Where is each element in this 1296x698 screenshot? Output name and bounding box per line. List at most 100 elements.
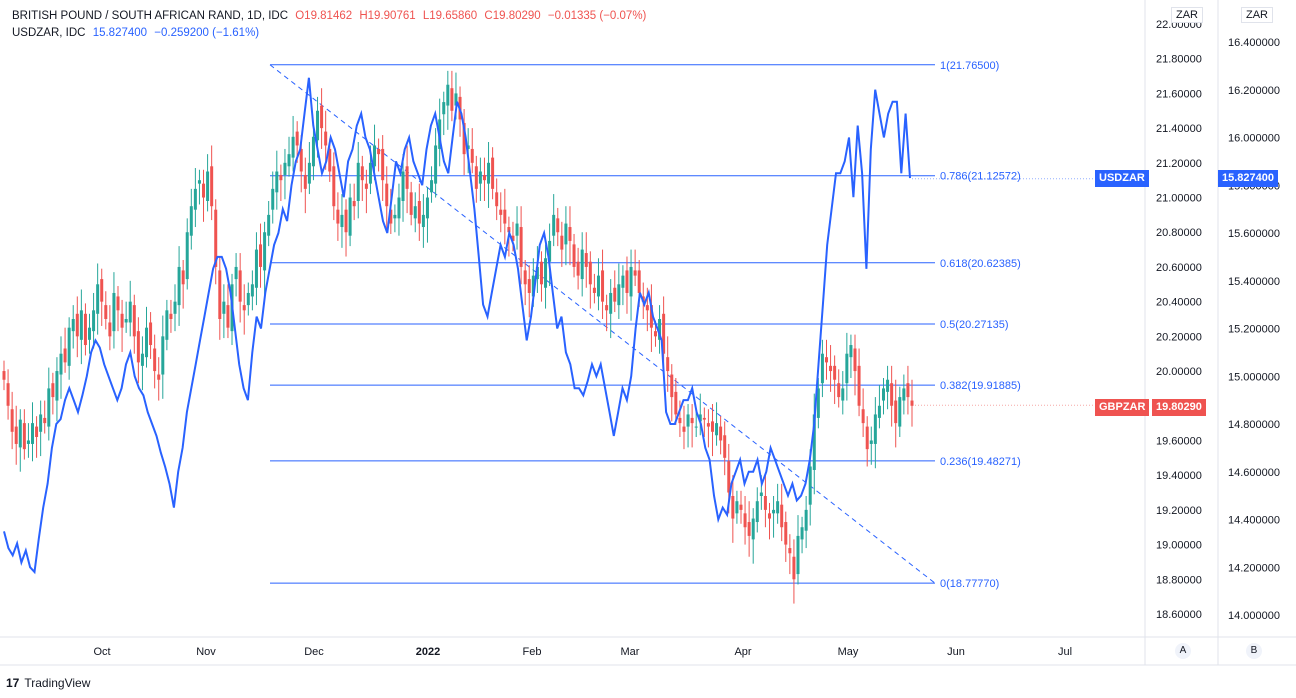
candle-body (686, 414, 690, 427)
candle-body (405, 166, 409, 189)
y-left-tick-label: 21.80000 (1156, 54, 1202, 66)
candle-body (601, 270, 605, 302)
candle-body (515, 223, 519, 236)
candle-body (389, 209, 393, 224)
candle-body (112, 292, 116, 332)
candle-body (723, 435, 727, 458)
candle-body (242, 305, 246, 311)
y-left-tick-label: 21.40000 (1156, 123, 1202, 135)
x-tick-label: 2022 (416, 646, 440, 658)
candle-body (385, 183, 389, 207)
candle-body (324, 131, 328, 146)
y-left-tick-label: 18.80000 (1156, 574, 1202, 586)
candle-body (55, 371, 59, 401)
left-scale-button[interactable]: A (1175, 643, 1191, 659)
x-tick-label: Mar (621, 646, 640, 658)
candle-body (816, 388, 820, 418)
candle-body (401, 171, 405, 201)
y-left-tick-label: 21.60000 (1156, 88, 1202, 100)
candle-body (149, 322, 153, 346)
fib-level-label: 1(21.76500) (940, 60, 999, 72)
candle-body (478, 171, 482, 184)
candle-body (250, 284, 254, 297)
candle-body (706, 423, 710, 427)
candle-body (698, 414, 702, 422)
candle-body (454, 93, 458, 106)
candle-body (218, 270, 222, 319)
candle-body (487, 162, 491, 184)
x-tick-label: Jul (1058, 646, 1072, 658)
fib-level-label: 0(18.77770) (940, 578, 999, 590)
candle-body (446, 84, 450, 106)
candle-body (629, 266, 633, 297)
candle-body (291, 136, 295, 158)
usdzar-change: −0.259200 (−1.61%) (154, 27, 260, 39)
candle-body (2, 371, 6, 380)
candle-body (503, 209, 507, 224)
candle-body (202, 183, 206, 198)
candle-body (596, 275, 600, 297)
candle-body (307, 162, 311, 184)
right-scale-button[interactable]: B (1246, 643, 1262, 659)
candle-body (906, 383, 910, 398)
candle-body (336, 209, 340, 224)
y-right-tick-label: 14.400000 (1228, 515, 1280, 527)
candle-body (548, 240, 552, 262)
gbpzar-symbol: BRITISH POUND / SOUTH AFRICAN RAND, 1D, … (12, 10, 289, 22)
fib-level-label: 0.618(20.62385) (940, 258, 1021, 270)
y-left-tick-label: 21.20000 (1156, 158, 1202, 170)
x-tick-label: Feb (523, 646, 542, 658)
candle-body (462, 122, 466, 155)
candle-body (332, 166, 336, 207)
candle-body (861, 409, 865, 424)
y-left-tick-label: 20.20000 (1156, 331, 1202, 343)
candle-body (434, 145, 438, 184)
candle-body (649, 305, 653, 328)
candle-body (59, 353, 63, 375)
candle-body (18, 419, 22, 448)
x-tick-label: Oct (93, 646, 110, 658)
candle-body (132, 305, 136, 337)
candle-body (633, 270, 637, 276)
candle-body (788, 548, 792, 554)
candle-body (275, 171, 279, 193)
candle-body (662, 313, 666, 354)
candle-body (829, 365, 833, 372)
candle-body (238, 270, 242, 302)
candle-body (580, 249, 584, 280)
candle-body (373, 145, 377, 167)
candle-body (470, 148, 474, 163)
candle-body (173, 301, 177, 314)
tradingview-logo[interactable]: 17 TradingView (6, 676, 90, 690)
candle-body (694, 426, 698, 428)
candle-body (495, 192, 499, 207)
candle-body (409, 192, 413, 215)
candle-body (702, 417, 706, 420)
y-left-tick-label: 19.40000 (1156, 470, 1202, 482)
candle-body (670, 374, 674, 398)
candle-body (576, 261, 580, 276)
left-axis-unit[interactable]: ZAR (1171, 7, 1203, 23)
candle-body (609, 292, 613, 314)
y-left-tick-label: 19.20000 (1156, 505, 1202, 517)
y-left-tick-label: 18.60000 (1156, 609, 1202, 621)
candle-body (763, 496, 767, 510)
gbpzar-legend: BRITISH POUND / SOUTH AFRICAN RAND, 1D, … (12, 9, 650, 23)
candle-body (311, 136, 315, 167)
candle-body (531, 275, 535, 297)
candle-body (682, 426, 686, 432)
candle-body (185, 232, 189, 280)
candle-body (739, 504, 743, 510)
candle-body (674, 391, 678, 415)
right-axis-unit[interactable]: ZAR (1241, 7, 1273, 23)
candle-body (666, 357, 670, 372)
candle-body (287, 154, 291, 167)
candle-body (845, 353, 849, 384)
candle-body (263, 232, 267, 271)
candle-body (299, 148, 303, 172)
candle-body (482, 174, 486, 181)
candle-body (222, 301, 226, 314)
gbpzar-price-tag: 19.80290 (1152, 399, 1206, 416)
candle-body (295, 131, 299, 146)
